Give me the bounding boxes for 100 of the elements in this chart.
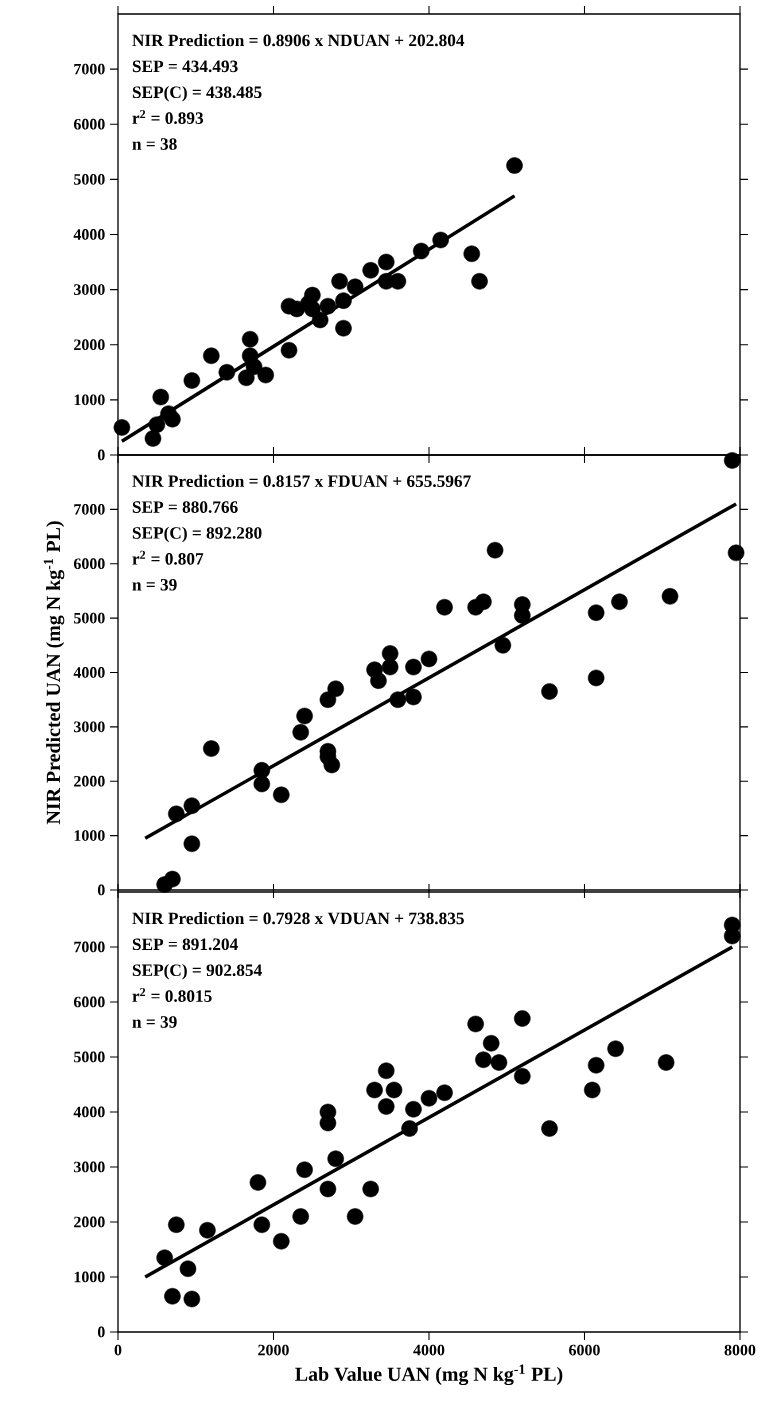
point <box>335 319 352 337</box>
point <box>482 1034 500 1052</box>
point <box>144 430 162 447</box>
point <box>723 452 741 469</box>
point <box>311 311 329 329</box>
y-tick-label: 3000 <box>74 721 105 733</box>
point <box>148 416 166 433</box>
point <box>587 604 605 621</box>
annotation: SEP(C) = 902.854 <box>132 963 262 980</box>
annotation: r$^{2}$ = 0.893 <box>132 110 204 125</box>
point <box>584 1081 601 1099</box>
point <box>420 1089 438 1107</box>
point <box>304 300 321 318</box>
point <box>432 231 449 249</box>
point <box>253 1216 271 1234</box>
point <box>183 1290 201 1308</box>
y-tick-label: 0 <box>97 884 105 896</box>
point <box>727 544 745 562</box>
y-tick-label: 2000 <box>74 1216 105 1228</box>
point <box>323 756 341 774</box>
point <box>661 588 679 605</box>
y-tick-label: 4000 <box>73 229 105 240</box>
point <box>506 157 523 174</box>
point <box>475 1051 492 1069</box>
point <box>486 541 504 559</box>
point <box>381 658 399 676</box>
point <box>514 1067 531 1085</box>
y-tick-label: 6000 <box>73 118 105 130</box>
point <box>113 419 131 436</box>
point <box>607 1040 624 1058</box>
annotation: NIR Prediction = 0.8157 x FDUAN + 655.5967 <box>132 474 471 488</box>
y-tick-label: 5000 <box>74 612 105 624</box>
x-tick-label: 0 <box>114 1344 122 1356</box>
annotation: NIR Prediction = 0.7928 x VDUAN + 738.835 <box>132 912 464 925</box>
point <box>587 1056 605 1074</box>
point <box>335 292 352 309</box>
point <box>587 669 605 687</box>
y-tick-label: 6000 <box>73 996 105 1008</box>
point <box>292 724 309 741</box>
y-tick-label: 4000 <box>73 1106 105 1118</box>
point <box>490 1054 508 1071</box>
y-tick-label: 5000 <box>74 173 105 185</box>
point <box>405 688 422 706</box>
annotation: SEP(C) = 892.280 <box>132 526 262 543</box>
y-tick-label: 0 <box>97 1326 105 1338</box>
point <box>362 1180 379 1198</box>
point <box>203 347 220 365</box>
point <box>183 372 201 389</box>
y-tick-label: 2000 <box>74 339 105 351</box>
point <box>370 672 387 689</box>
point <box>541 1120 558 1137</box>
y-tick-label: 4000 <box>73 667 105 678</box>
annotation: n = 39 <box>132 578 177 591</box>
point <box>385 1081 403 1099</box>
point <box>273 786 290 804</box>
x-tick-label: 6000 <box>569 1344 600 1356</box>
x-tick-label: 2000 <box>258 1344 289 1356</box>
y-tick-label: 3000 <box>74 1161 105 1173</box>
point <box>238 369 255 387</box>
y-tick-label: 1000 <box>74 1271 105 1283</box>
point <box>366 1081 383 1099</box>
point <box>412 242 430 260</box>
point <box>183 835 201 853</box>
point <box>401 1120 418 1137</box>
point <box>168 1216 185 1234</box>
point <box>253 762 271 779</box>
annotation: n = 38 <box>132 138 177 150</box>
point <box>494 637 512 654</box>
annotation: n = 39 <box>132 1016 177 1028</box>
point <box>257 366 274 384</box>
annotation: r$^{2}$ = 0.807 <box>132 550 204 565</box>
point <box>514 1010 531 1027</box>
y-tick-label: 6000 <box>73 558 105 570</box>
y-tick-label: 3000 <box>74 284 105 295</box>
point <box>319 691 337 708</box>
point <box>292 1208 309 1225</box>
x-tick-label: 8000 <box>724 1344 756 1356</box>
point <box>203 740 220 757</box>
point <box>183 797 201 814</box>
point <box>152 388 170 406</box>
point <box>541 683 558 700</box>
point <box>296 707 313 725</box>
x-axis-title: Lab Value UAN (mg N kg$^{-1}$ PL) <box>295 1364 563 1386</box>
point <box>319 297 337 315</box>
point <box>377 1062 395 1080</box>
point <box>436 1084 453 1102</box>
y-tick-label: 1000 <box>74 394 105 406</box>
point <box>657 1054 675 1071</box>
point <box>377 1098 395 1115</box>
point <box>164 870 181 888</box>
point <box>327 680 344 698</box>
y-tick-label: 0 <box>97 449 105 461</box>
point <box>280 341 298 359</box>
point <box>463 245 481 263</box>
point <box>377 253 395 271</box>
point <box>179 1260 197 1278</box>
point <box>164 1287 181 1305</box>
point <box>319 1180 337 1198</box>
point <box>381 645 399 662</box>
x-tick-label: 4000 <box>413 1344 445 1356</box>
